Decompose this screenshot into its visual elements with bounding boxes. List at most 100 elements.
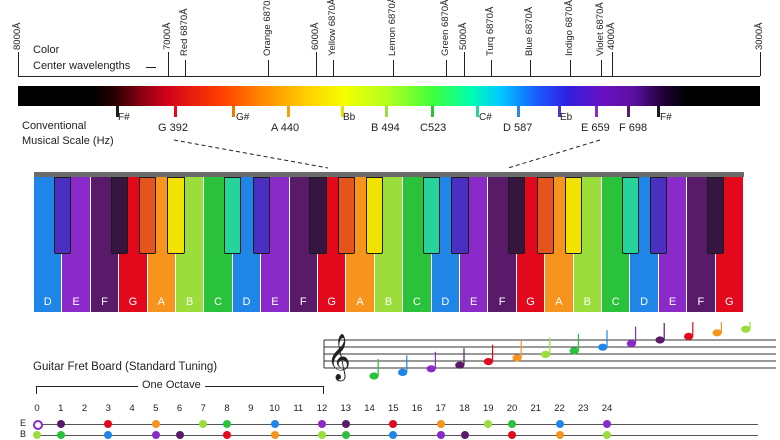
fret-dot bbox=[199, 420, 208, 428]
key-note-label: D bbox=[43, 296, 52, 308]
key-note-label: G bbox=[327, 296, 336, 308]
staff-note bbox=[426, 365, 436, 373]
fret-dot bbox=[33, 431, 41, 439]
fretboard: E B bbox=[20, 416, 770, 440]
black-key-eb[interactable] bbox=[53, 177, 71, 254]
axis-tick bbox=[446, 60, 447, 76]
fret-dot bbox=[484, 420, 493, 428]
key-note-label: G bbox=[526, 296, 535, 308]
key-note-label: B bbox=[583, 296, 591, 308]
black-key-bb[interactable] bbox=[565, 177, 583, 254]
staff-note bbox=[712, 329, 722, 337]
black-key-c-sharp[interactable] bbox=[423, 177, 441, 254]
note-marker-g-sharp bbox=[232, 106, 235, 117]
key-note-label: C bbox=[214, 296, 223, 308]
note-label: Bb bbox=[343, 112, 356, 123]
center-wavelengths-leader bbox=[146, 67, 156, 68]
key-note-label: D bbox=[640, 296, 649, 308]
fret-dot bbox=[555, 420, 564, 428]
note-label: C523 bbox=[420, 122, 447, 134]
fret-dot bbox=[33, 420, 43, 430]
staff-note bbox=[741, 325, 751, 333]
string-label: B bbox=[20, 429, 27, 439]
fret-dot bbox=[175, 431, 184, 439]
note-marker-d bbox=[517, 106, 520, 117]
fret-number: 12 bbox=[316, 403, 328, 414]
key-note-label: C bbox=[412, 296, 421, 308]
note-marker-f-sharp bbox=[116, 106, 119, 117]
fret-dot bbox=[223, 431, 231, 439]
fret-number: 20 bbox=[506, 403, 518, 414]
fret-number: 16 bbox=[411, 403, 423, 414]
black-key-eb[interactable] bbox=[252, 177, 270, 254]
musical-scale-title: Musical Scale (Hz) bbox=[22, 135, 114, 147]
black-key-eb[interactable] bbox=[650, 177, 668, 254]
fret-number: 0 bbox=[34, 403, 40, 414]
key-note-label: A bbox=[356, 296, 364, 308]
musical-scale-title: Conventional bbox=[22, 120, 87, 132]
black-key-eb[interactable] bbox=[451, 177, 469, 254]
black-key-g-sharp[interactable] bbox=[139, 177, 157, 254]
black-key-f-sharp[interactable] bbox=[309, 177, 327, 254]
string-label: E bbox=[20, 418, 27, 428]
black-key-g-sharp[interactable] bbox=[536, 177, 554, 254]
fret-dot bbox=[270, 431, 279, 439]
key-note-label: F bbox=[299, 296, 307, 308]
black-key-f-sharp[interactable] bbox=[110, 177, 128, 254]
black-key-bb[interactable] bbox=[366, 177, 384, 254]
axis-tick bbox=[268, 60, 269, 76]
staff-note bbox=[626, 340, 636, 348]
fret-number: 4 bbox=[129, 403, 135, 414]
staff-note bbox=[655, 336, 665, 344]
key-note-label: D bbox=[242, 296, 251, 308]
key-note-label: B bbox=[186, 296, 194, 308]
black-key-f-sharp[interactable] bbox=[707, 177, 725, 254]
fret-number: 18 bbox=[459, 403, 470, 414]
key-note-label: A bbox=[555, 296, 563, 308]
music-staff: 𝄞 bbox=[323, 322, 776, 382]
fret-number: 24 bbox=[601, 403, 613, 414]
note-label: F# bbox=[660, 112, 672, 123]
octave-bracket-end bbox=[36, 386, 37, 394]
fret-dot bbox=[151, 431, 160, 439]
fret-dot bbox=[104, 431, 113, 439]
string-line bbox=[38, 424, 758, 425]
fret-number: 3 bbox=[105, 403, 111, 414]
key-note-label: B bbox=[384, 296, 393, 308]
axis-tick bbox=[316, 52, 317, 76]
key-note-label: F bbox=[697, 296, 705, 308]
note-label: E 659 bbox=[581, 122, 610, 134]
fret-dot bbox=[508, 420, 516, 428]
black-key-c-sharp[interactable] bbox=[621, 177, 639, 254]
axis-tick bbox=[18, 52, 19, 76]
fret-dot bbox=[56, 431, 65, 439]
fret-dot bbox=[460, 431, 469, 439]
note-label: G 392 bbox=[158, 122, 188, 134]
black-key-g-sharp[interactable] bbox=[337, 177, 355, 254]
octave-connector-lines bbox=[173, 139, 601, 169]
note-marker-c bbox=[431, 106, 434, 117]
key-note-label: A bbox=[157, 296, 165, 308]
black-key-f-sharp[interactable] bbox=[508, 177, 526, 254]
black-key-bb[interactable] bbox=[167, 177, 185, 254]
fret-dot bbox=[555, 431, 564, 439]
fret-dot bbox=[341, 431, 350, 439]
fret-dot bbox=[436, 420, 445, 428]
note-label: D 587 bbox=[503, 122, 533, 134]
note-label: A 440 bbox=[271, 122, 300, 134]
axis-baseline bbox=[18, 76, 760, 77]
note-label: Eb bbox=[560, 112, 573, 123]
staff-notes bbox=[369, 322, 751, 380]
color-label: Color bbox=[33, 44, 60, 56]
key-note-label: D bbox=[441, 296, 450, 308]
key-note-label: G bbox=[128, 296, 138, 308]
black-key-c-sharp[interactable] bbox=[224, 177, 242, 254]
staff-note bbox=[598, 343, 608, 351]
note-marker-eb bbox=[558, 106, 561, 117]
note-marker-f bbox=[627, 106, 630, 117]
note-marker-f-sharp-high bbox=[657, 106, 660, 117]
axis-tick bbox=[760, 52, 761, 76]
key-note-label: E bbox=[470, 296, 478, 308]
fret-number: 2 bbox=[81, 403, 88, 414]
treble-clef-icon: 𝄞 bbox=[327, 334, 351, 382]
